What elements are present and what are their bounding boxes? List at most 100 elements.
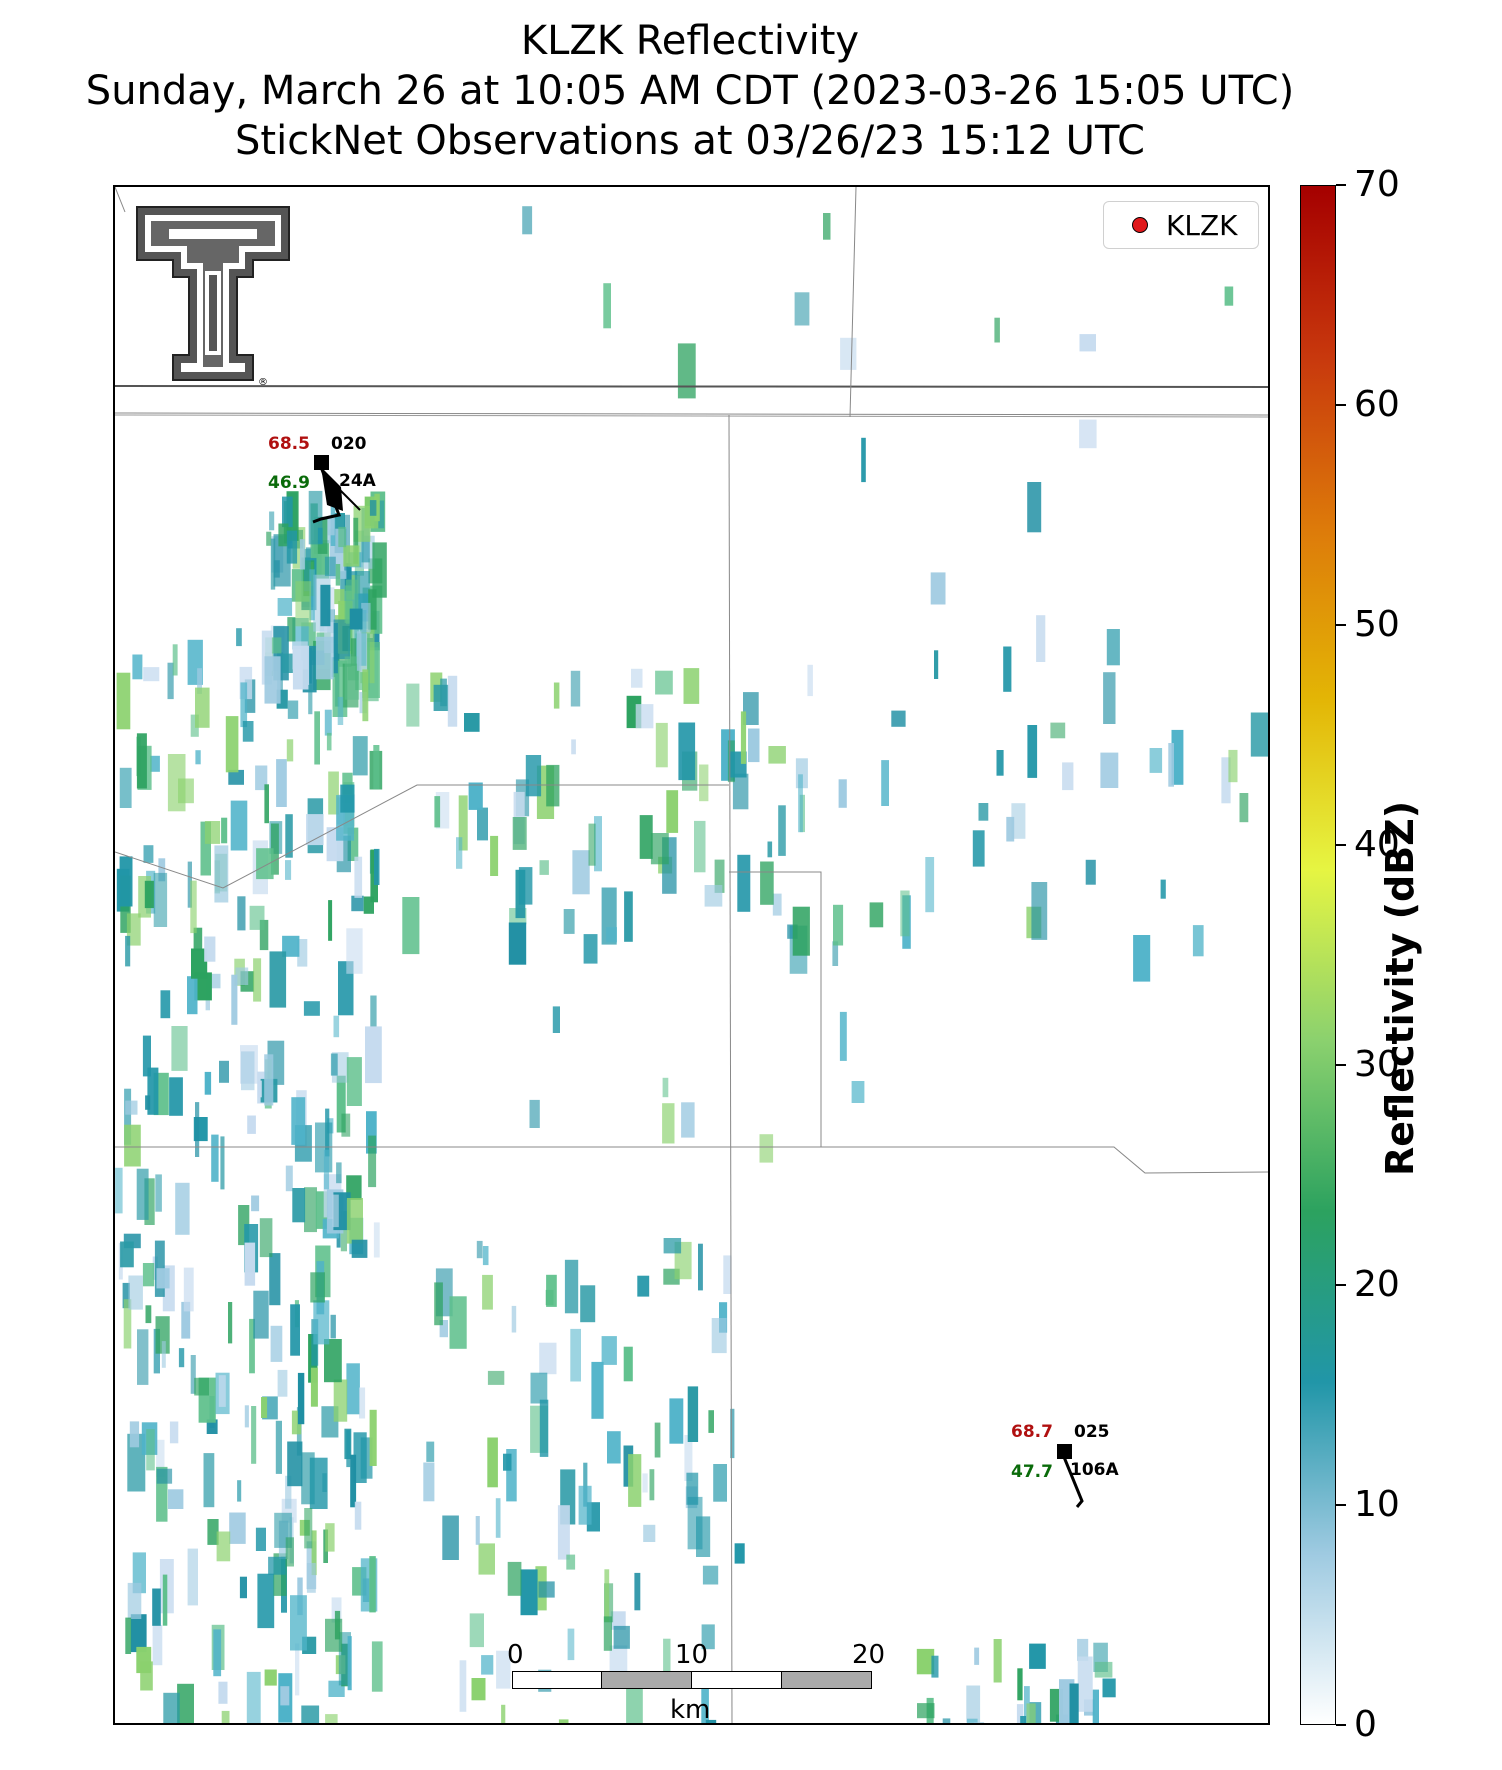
- reflectivity-echo: [840, 337, 857, 370]
- reflectivity-echo: [331, 1597, 342, 1623]
- reflectivity-echo: [406, 683, 420, 727]
- reflectivity-echo: [249, 905, 265, 930]
- reflectivity-echo: [156, 1268, 170, 1289]
- reflectivity-echo: [570, 1328, 581, 1382]
- reflectivity-echo: [683, 668, 700, 704]
- scale-label-0: 0: [507, 1640, 524, 1670]
- reflectivity-echo: [891, 710, 906, 727]
- reflectivity-echo: [578, 1485, 592, 1525]
- reflectivity-echo: [635, 704, 654, 729]
- colorbar-tick: [1336, 844, 1346, 846]
- reflectivity-echo: [206, 1419, 218, 1434]
- reflectivity-echo: [1006, 816, 1015, 842]
- reflectivity-echo: [730, 1408, 735, 1459]
- reflectivity-echo: [309, 569, 315, 621]
- reflectivity-echo: [373, 1222, 380, 1258]
- scale-label-20: 20: [852, 1640, 886, 1670]
- reflectivity-echo: [839, 1011, 847, 1061]
- reflectivity-echo: [603, 1616, 612, 1651]
- reflectivity-echo: [327, 516, 335, 536]
- reflectivity-echo: [563, 909, 575, 934]
- reflectivity-echo: [287, 700, 299, 719]
- title-line-1: KLZK Reflectivity: [520, 18, 860, 64]
- radar-map-canvas: [115, 187, 1268, 1723]
- reflectivity-echo: [259, 919, 269, 951]
- reflectivity-echo: [512, 817, 527, 850]
- reflectivity-echo: [603, 283, 611, 329]
- reflectivity-echo: [269, 1253, 281, 1306]
- reflectivity-echo: [152, 1625, 163, 1666]
- reflectivity-echo: [156, 1468, 173, 1484]
- reflectivity-echo: [221, 817, 228, 844]
- reflectivity-echo: [306, 814, 324, 846]
- reflectivity-echo: [571, 739, 576, 755]
- reflectivity-echo: [698, 1243, 703, 1291]
- scale-segment: [601, 1671, 692, 1689]
- reflectivity-echo: [216, 1531, 231, 1562]
- reflectivity-echo: [503, 1453, 512, 1471]
- reflectivity-echo: [295, 581, 312, 627]
- reflectivity-echo: [1160, 879, 1166, 899]
- reflectivity-echo: [464, 713, 480, 732]
- reflectivity-echo: [129, 1421, 140, 1448]
- reflectivity-echo: [366, 1111, 377, 1154]
- reflectivity-echo: [1102, 1678, 1116, 1698]
- reflectivity-echo: [610, 1611, 626, 1630]
- reflectivity-echo: [244, 1242, 256, 1286]
- reflectivity-echo: [122, 1282, 130, 1309]
- reflectivity-echo: [1027, 482, 1042, 533]
- reflectivity-echo: [264, 784, 269, 824]
- reflectivity-echo: [194, 972, 212, 1001]
- reflectivity-echo: [663, 1638, 671, 1676]
- scale-bar: 0 10 20 km: [507, 1640, 885, 1725]
- reflectivity-echo: [344, 514, 350, 571]
- reflectivity-echo: [583, 934, 598, 964]
- reflectivity-echo: [270, 538, 276, 590]
- reflectivity-echo: [973, 1722, 985, 1723]
- reflectivity-echo: [1027, 725, 1038, 778]
- station-020-temperature: 68.5: [268, 434, 310, 454]
- reflectivity-echo: [268, 1556, 286, 1575]
- reflectivity-echo: [564, 1259, 579, 1314]
- reflectivity-echo: [237, 896, 246, 931]
- reflectivity-echo: [167, 662, 174, 700]
- reflectivity-echo: [225, 716, 239, 773]
- reflectivity-echo: [251, 1406, 257, 1464]
- reflectivity-echo: [807, 664, 813, 697]
- reflectivity-echo: [269, 951, 287, 1008]
- reflectivity-echo: [423, 1462, 435, 1502]
- reflectivity-echo: [211, 973, 221, 989]
- reflectivity-echo: [336, 1075, 346, 1133]
- reflectivity-echo: [190, 880, 197, 934]
- reflectivity-echo: [495, 1498, 501, 1538]
- reflectivity-colorbar: [1300, 185, 1336, 1725]
- reflectivity-echo: [136, 733, 147, 789]
- reflectivity-echo: [353, 1432, 367, 1483]
- reflectivity-echo: [740, 711, 747, 764]
- reflectivity-echo: [228, 769, 244, 785]
- reflectivity-echo: [481, 1655, 494, 1675]
- colorbar-tick-label: 0: [1354, 1704, 1377, 1745]
- reflectivity-echo: [187, 976, 198, 1015]
- reflectivity-echo: [130, 1614, 147, 1653]
- reflectivity-echo: [187, 861, 192, 908]
- reflectivity-echo: [607, 1431, 621, 1464]
- reflectivity-echo: [256, 848, 274, 880]
- reflectivity-echo: [304, 1187, 317, 1233]
- reflectivity-echo: [119, 856, 133, 907]
- reflectivity-echo: [1003, 646, 1012, 692]
- reflectivity-echo: [354, 856, 363, 898]
- radar-map[interactable]: ® KLZK 68.5 020 46.9 24A 68.7 025 47.7 1…: [113, 185, 1270, 1725]
- reflectivity-echo: [934, 650, 939, 679]
- reflectivity-echo: [229, 1512, 246, 1544]
- reflectivity-echo: [144, 1178, 155, 1225]
- county-boundaries: [115, 187, 1268, 1723]
- reflectivity-echo: [124, 1124, 141, 1167]
- scale-segment: [781, 1671, 872, 1689]
- reflectivity-echo: [253, 1290, 269, 1339]
- reflectivity-echo: [1026, 1703, 1036, 1723]
- reflectivity-echo: [374, 848, 380, 885]
- reflectivity-echo: [144, 880, 154, 909]
- reflectivity-echo: [303, 1001, 320, 1016]
- reflectivity-echo: [1092, 1689, 1099, 1723]
